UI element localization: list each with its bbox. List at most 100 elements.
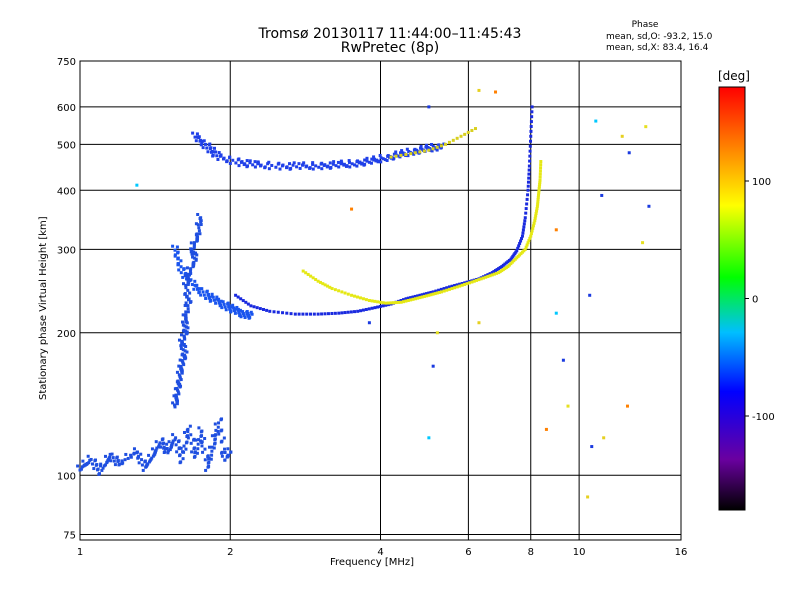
x-trace-point (367, 298, 371, 302)
x-trace-point (535, 209, 539, 213)
o-trace-point (249, 304, 253, 308)
colorbar-label: [deg] (718, 69, 750, 83)
spread-point (199, 223, 203, 227)
spread-point (178, 374, 182, 378)
o-trace-point (435, 148, 439, 152)
x-trace-point (422, 294, 426, 298)
x-trace-point (333, 288, 337, 292)
o-trace-point (171, 244, 175, 248)
x-trace-point (355, 295, 359, 299)
x-trace-point (486, 274, 490, 278)
o-trace-point (320, 312, 324, 316)
o-trace-point (486, 273, 490, 277)
x-trace-point (465, 282, 469, 286)
e-layer-point (199, 434, 203, 438)
o-trace-point (330, 311, 334, 315)
o-trace-point (177, 268, 181, 272)
o-trace-point (370, 306, 374, 310)
x-trace-point (531, 226, 535, 230)
o-trace-point (234, 161, 238, 165)
x-trace-point (473, 127, 477, 131)
e-layer-point (219, 429, 223, 433)
o-trace-point (356, 309, 360, 313)
o-trace-point (353, 163, 357, 167)
o-trace-point (291, 163, 295, 167)
o-trace-point (245, 165, 249, 169)
e-layer-point (178, 461, 182, 465)
o-trace-point (431, 290, 435, 294)
o-trace-point (175, 245, 179, 249)
spread-point (185, 295, 189, 299)
o-trace-point (378, 153, 382, 157)
o-trace-point (506, 260, 510, 264)
x-trace-point (526, 241, 530, 245)
e-layer-point (143, 460, 147, 464)
o-trace-point (530, 105, 534, 109)
x-trace-point (538, 178, 542, 182)
o-trace-point (280, 164, 284, 168)
scattered-point (431, 364, 435, 368)
x-trace-point (330, 287, 334, 291)
o-trace-point (176, 262, 180, 266)
x-trace-point (479, 277, 483, 281)
scattered-point (135, 183, 139, 187)
spread-point (178, 358, 182, 362)
o-trace-point (204, 296, 208, 300)
x-trace-point (529, 232, 533, 236)
spread-point (175, 402, 179, 406)
o-trace-point (526, 188, 530, 192)
o-trace-point (239, 315, 243, 319)
x-trace-point (399, 300, 403, 304)
y-tick-label: 750 (57, 57, 76, 68)
e-layer-point (175, 450, 179, 454)
e-layer-point (199, 430, 203, 434)
x-trace-point (309, 274, 313, 278)
x-trace-point (389, 155, 393, 159)
e-layer-point (182, 430, 186, 434)
x-trace-point (459, 134, 463, 138)
e-layer-point (165, 442, 169, 446)
o-trace-point (256, 162, 260, 166)
y-tick-label: 300 (57, 245, 76, 256)
o-trace-point (383, 158, 387, 162)
e-layer-point (201, 450, 205, 454)
e-layer-point (145, 463, 149, 467)
o-trace-point (507, 258, 511, 262)
o-trace-point (388, 155, 392, 159)
e-layer-point (219, 418, 223, 422)
o-trace-point (229, 310, 233, 314)
x-trace-point (463, 132, 467, 136)
o-trace-point (501, 263, 505, 267)
x-trace-point (404, 299, 408, 303)
o-trace-point (237, 311, 241, 315)
o-trace-point (316, 312, 320, 316)
x-trace-point (498, 270, 502, 274)
o-trace-point (272, 310, 276, 314)
e-layer-point (216, 429, 220, 433)
spread-point (183, 304, 187, 308)
x-trace-point (536, 202, 540, 206)
e-layer-point (140, 463, 144, 467)
x-trace-point (353, 294, 357, 298)
o-trace-point (305, 312, 309, 316)
o-trace-point (376, 160, 380, 164)
e-layer-point (216, 425, 220, 429)
e-layer-point (189, 433, 193, 437)
o-trace-point (199, 293, 203, 297)
o-trace-point (183, 272, 187, 276)
o-trace-point (207, 143, 211, 147)
o-trace-point (228, 307, 232, 311)
scattered-point (588, 293, 592, 297)
scattered-point (641, 241, 645, 245)
o-trace-point (364, 307, 368, 311)
spread-point (175, 380, 179, 384)
o-trace-point (529, 120, 533, 124)
spread-point (191, 251, 195, 255)
o-trace-point (219, 153, 223, 157)
spread-point (195, 239, 199, 243)
o-trace-point (211, 154, 215, 158)
o-trace-point (527, 164, 531, 168)
o-trace-point (355, 160, 359, 164)
e-layer-point (99, 462, 103, 466)
scattered-point (561, 358, 565, 362)
